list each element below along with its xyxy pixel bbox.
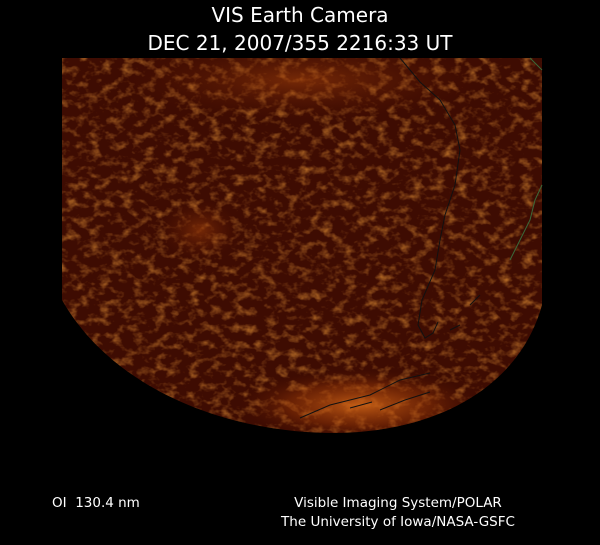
boundary-lines bbox=[509, 57, 543, 261]
coastlines bbox=[299, 57, 481, 419]
institution-label: The University of Iowa/NASA-GSFC bbox=[280, 514, 515, 530]
filter-label: OI 130.4 nm bbox=[52, 495, 140, 511]
instrument-label: Visible Imaging System/POLAR bbox=[294, 495, 502, 511]
title: VIS Earth Camera bbox=[211, 3, 388, 27]
timestamp: DEC 21, 2007/355 2216:33 UT bbox=[148, 31, 454, 55]
